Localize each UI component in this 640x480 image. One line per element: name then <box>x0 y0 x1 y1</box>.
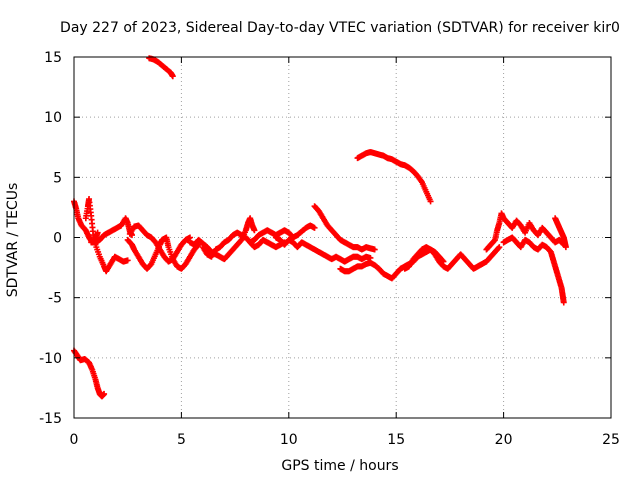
y-tick-label: 5 <box>53 170 62 186</box>
axis-ticks: 0 5 10 15 20 25 -15 -10 -5 0 5 10 15 <box>39 50 620 448</box>
series-arc-18 <box>71 347 108 400</box>
data-point-marker <box>169 73 176 80</box>
data-point-marker <box>427 198 434 205</box>
data-point-marker <box>311 224 318 231</box>
x-tick-label: 20 <box>495 432 513 448</box>
series-arc-8 <box>247 222 318 246</box>
series-arc-14 <box>500 234 567 306</box>
data-point-marker <box>101 390 108 397</box>
series-arc-17 <box>354 149 434 205</box>
series-arc-10 <box>311 203 378 253</box>
series-arc-12 <box>401 244 503 272</box>
y-axis-label: SDTVAR / TECUs <box>5 183 21 298</box>
x-tick-label: 25 <box>602 432 620 448</box>
series-arc-13 <box>483 210 567 253</box>
chart-title: Day 227 of 2023, Sidereal Day-to-day VTE… <box>60 20 620 36</box>
series-arc-15 <box>552 215 569 251</box>
x-tick-label: 5 <box>177 432 186 448</box>
data-point-marker <box>251 227 258 234</box>
y-tick-label: 10 <box>44 110 62 126</box>
series-arc-3 <box>88 215 135 246</box>
data-point-marker <box>94 229 101 236</box>
data-series <box>71 55 569 400</box>
x-tick-label: 10 <box>280 432 298 448</box>
x-axis-label: GPS time / hours <box>281 458 398 474</box>
x-tick-label: 15 <box>387 432 405 448</box>
data-point-marker <box>560 299 567 306</box>
y-tick-label: 0 <box>53 231 62 247</box>
grid-lines <box>74 57 611 418</box>
series-arc-7 <box>199 229 288 260</box>
data-point-marker <box>495 245 502 252</box>
series-arc-16 <box>146 55 176 80</box>
y-tick-label: -10 <box>39 351 62 367</box>
data-point-marker <box>124 257 131 264</box>
data-point-marker <box>496 244 503 251</box>
series-arc-5 <box>126 222 193 265</box>
data-point-marker <box>562 244 569 251</box>
y-tick-label: -15 <box>39 411 62 427</box>
data-point-marker <box>371 246 378 253</box>
series-arc-9 <box>272 234 374 265</box>
y-tick-label: 15 <box>44 50 62 66</box>
y-tick-label: -5 <box>48 291 62 307</box>
x-tick-label: 0 <box>70 432 79 448</box>
